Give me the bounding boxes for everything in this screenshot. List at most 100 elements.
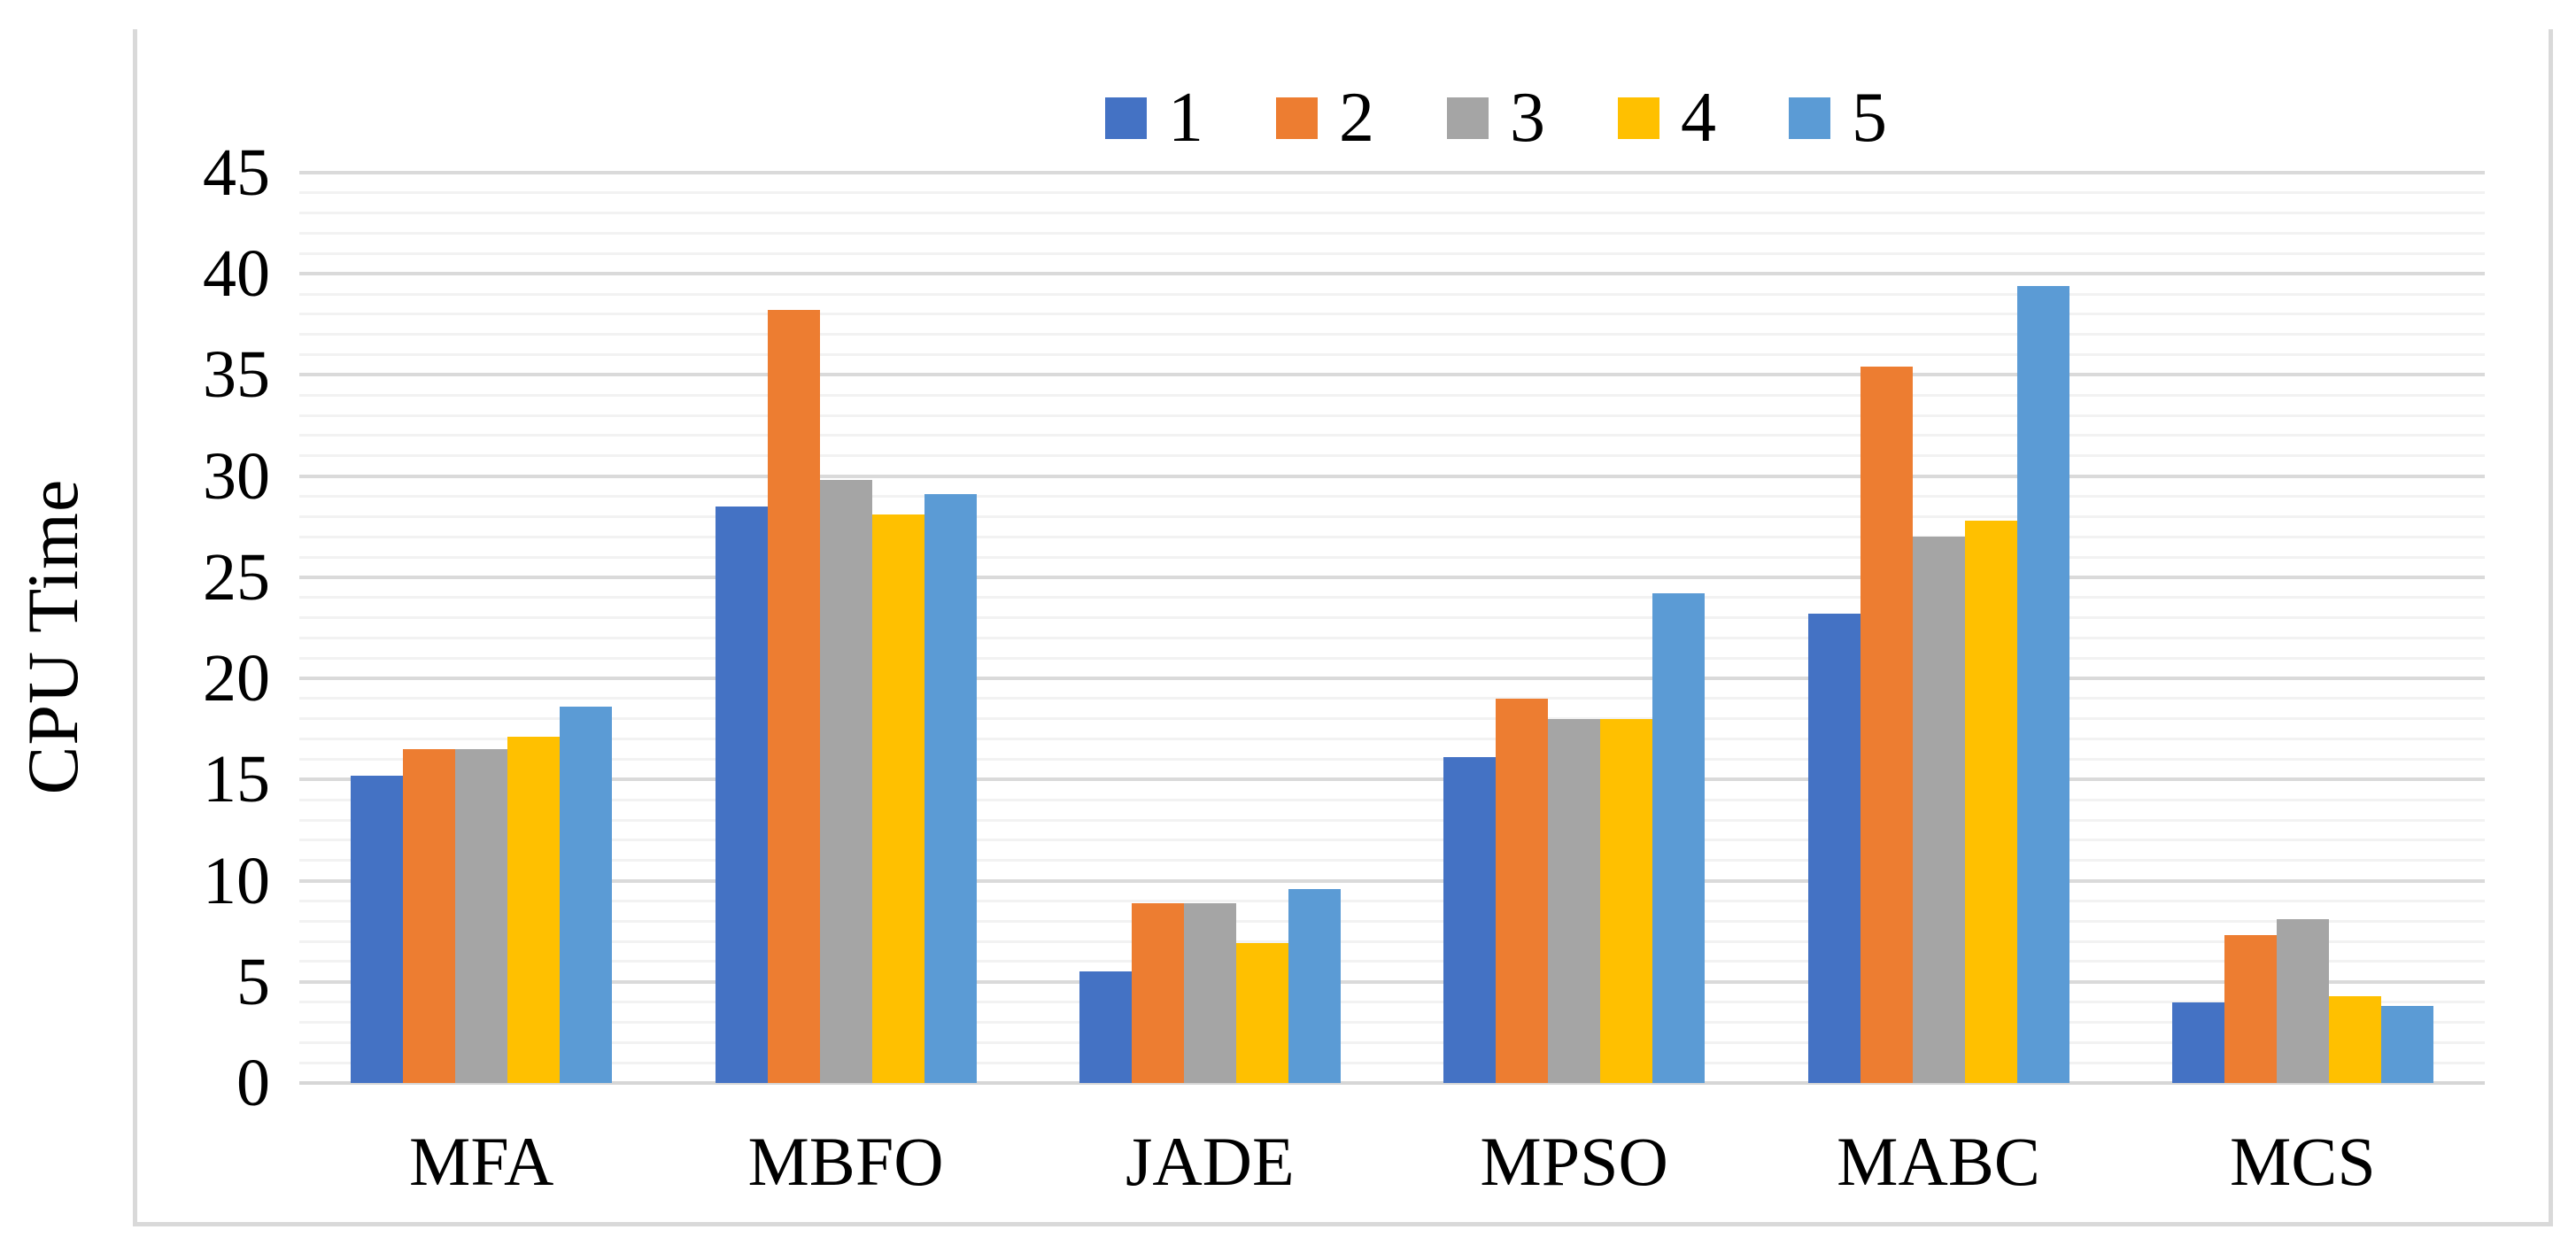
- gridline-minor: [299, 414, 2485, 417]
- gridline-major: [299, 373, 2485, 377]
- legend-item-4: 4: [1618, 79, 1716, 157]
- bar-mbfo-series-4: [871, 514, 924, 1083]
- gridline-minor: [299, 232, 2485, 236]
- bar-mfa-series-1: [351, 775, 404, 1083]
- chart-frame: [133, 29, 2553, 1226]
- gridline-minor: [299, 292, 2485, 296]
- bar-mbfo-series-2: [767, 310, 820, 1083]
- bar-mcs-series-5: [2380, 1006, 2433, 1083]
- legend-item-1: 1: [1105, 79, 1203, 157]
- bar-mabc-series-4: [1964, 520, 2017, 1083]
- gridline-minor: [299, 940, 2485, 943]
- legend-swatch-icon: [1447, 97, 1489, 139]
- gridline-minor: [299, 697, 2485, 700]
- legend-item-3: 3: [1447, 79, 1545, 157]
- bar-mpso-series-5: [1652, 593, 1706, 1083]
- y-tick-label-45: 45: [203, 135, 270, 210]
- gridline-minor: [299, 839, 2485, 842]
- y-tick-label-0: 0: [236, 1046, 270, 1120]
- x-axis-line: [299, 1081, 2485, 1085]
- gridline-minor: [299, 514, 2485, 518]
- gridline-minor: [299, 899, 2485, 902]
- legend-swatch-icon: [1276, 97, 1318, 139]
- y-tick-label-15: 15: [203, 742, 270, 817]
- gridline-major: [299, 677, 2485, 681]
- gridline-minor: [299, 758, 2485, 761]
- gridline-minor: [299, 1040, 2485, 1044]
- bar-jade-series-5: [1288, 888, 1341, 1083]
- bar-mabc-series-5: [2016, 285, 2069, 1083]
- x-category-label-mpso: MPSO: [1480, 1123, 1668, 1200]
- gridline-minor: [299, 1020, 2485, 1024]
- bar-mcs-series-1: [2171, 1002, 2224, 1083]
- bar-mfa-series-4: [507, 737, 561, 1083]
- gridline-minor: [299, 313, 2485, 316]
- gridline-minor: [299, 191, 2485, 195]
- legend-label: 2: [1339, 79, 1374, 157]
- gridline-minor: [299, 353, 2485, 357]
- bar-jade-series-3: [1183, 902, 1236, 1083]
- bar-jade-series-2: [1131, 902, 1184, 1083]
- gridline-minor: [299, 616, 2485, 620]
- y-tick-label-25: 25: [203, 539, 270, 615]
- plot-area: [299, 171, 2485, 1085]
- x-category-label-mcs: MCS: [2229, 1123, 2376, 1200]
- bar-mbfo-series-3: [819, 480, 872, 1083]
- bar-mcs-series-2: [2224, 935, 2277, 1083]
- legend-label: 1: [1168, 79, 1203, 157]
- legend-swatch-icon: [1618, 97, 1659, 139]
- gridline-minor: [299, 859, 2485, 862]
- bar-mabc-series-1: [1807, 614, 1860, 1083]
- legend-item-2: 2: [1276, 79, 1374, 157]
- y-tick-label-35: 35: [203, 337, 270, 413]
- gridline-major: [299, 272, 2485, 276]
- legend-label: 3: [1510, 79, 1545, 157]
- bar-mfa-series-3: [455, 749, 508, 1083]
- y-axis-tick-labels: 0 5 10 15 20 25 30 35 40 45: [0, 0, 270, 1253]
- gridline-minor: [299, 636, 2485, 639]
- gridline-minor: [299, 919, 2485, 923]
- x-category-label-mfa: MFA: [409, 1123, 554, 1200]
- x-category-label-mbfo: MBFO: [747, 1123, 944, 1200]
- bar-mabc-series-3: [1912, 537, 1965, 1083]
- gridline-minor: [299, 738, 2485, 741]
- gridline-major: [299, 575, 2485, 579]
- bar-jade-series-1: [1079, 971, 1132, 1083]
- legend-swatch-icon: [1105, 97, 1147, 139]
- gridline-major: [299, 878, 2485, 883]
- y-tick-label-30: 30: [203, 438, 270, 514]
- gridline-minor: [299, 535, 2485, 538]
- gridline-minor: [299, 798, 2485, 801]
- gridline-minor: [299, 1061, 2485, 1064]
- gridline-major: [299, 474, 2485, 478]
- gridline-major: [299, 777, 2485, 782]
- bar-mabc-series-2: [1860, 367, 1913, 1083]
- gridline-minor: [299, 656, 2485, 660]
- legend-label: 4: [1681, 79, 1716, 157]
- legend-item-5: 5: [1789, 82, 1887, 153]
- gridline-minor: [299, 251, 2485, 255]
- legend-swatch-icon: [1789, 97, 1830, 139]
- gridline-major: [299, 979, 2485, 984]
- gridline-minor: [299, 960, 2485, 963]
- y-tick-label-40: 40: [203, 236, 270, 312]
- bar-mbfo-series-1: [715, 506, 768, 1083]
- gridline-minor: [299, 393, 2485, 397]
- x-category-label-mabc: MABC: [1837, 1123, 2040, 1200]
- bar-mfa-series-5: [560, 707, 613, 1083]
- gridline-minor: [299, 333, 2485, 336]
- bar-mfa-series-2: [403, 749, 456, 1083]
- bar-jade-series-4: [1235, 943, 1288, 1083]
- gridline-minor: [299, 717, 2485, 721]
- bar-mpso-series-1: [1443, 757, 1497, 1083]
- gridline-major: [299, 171, 2485, 174]
- gridline-minor: [299, 555, 2485, 559]
- y-tick-label-20: 20: [203, 641, 270, 716]
- bar-mpso-series-4: [1600, 718, 1653, 1083]
- y-tick-label-5: 5: [236, 944, 270, 1019]
- gridline-minor: [299, 818, 2485, 822]
- bar-mcs-series-4: [2328, 995, 2381, 1083]
- legend: 1 2 3 4 5: [1105, 79, 1887, 157]
- gridline-minor: [299, 596, 2485, 599]
